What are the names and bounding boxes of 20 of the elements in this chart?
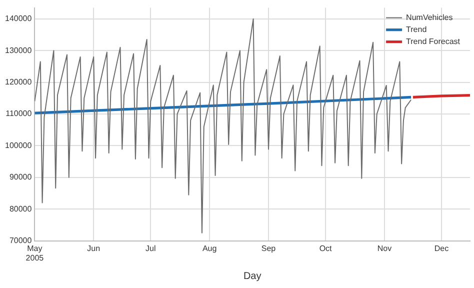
x-tick-label: Sep	[261, 244, 276, 253]
legend-label: Trend	[406, 25, 427, 34]
x-tick-label: Dec	[434, 244, 449, 253]
y-tick-label: 120000	[4, 78, 32, 86]
x-tick-label: Jul	[146, 244, 156, 253]
y-tick-label: 140000	[4, 14, 32, 24]
x-tick-label: May 2005	[26, 244, 44, 262]
x-axis-title: Day	[243, 270, 262, 282]
legend-label: NumVehicles	[406, 13, 453, 22]
y-tick-label: 80000	[9, 204, 32, 214]
y-tick-label: 100000	[4, 140, 32, 150]
y-tick-label: 90000	[9, 172, 32, 182]
y-tick-label: 110000	[6, 109, 32, 118]
y-tick-label: 130000	[4, 46, 32, 55]
legend-label: Trend Forecast	[406, 37, 461, 46]
y-tick-label: 70000	[9, 236, 32, 246]
x-tick-label: Jun	[87, 244, 100, 253]
x-tick-label: Nov	[377, 244, 392, 253]
x-tick-label: Oct	[319, 244, 333, 253]
x-tick-label: Aug	[202, 244, 217, 253]
